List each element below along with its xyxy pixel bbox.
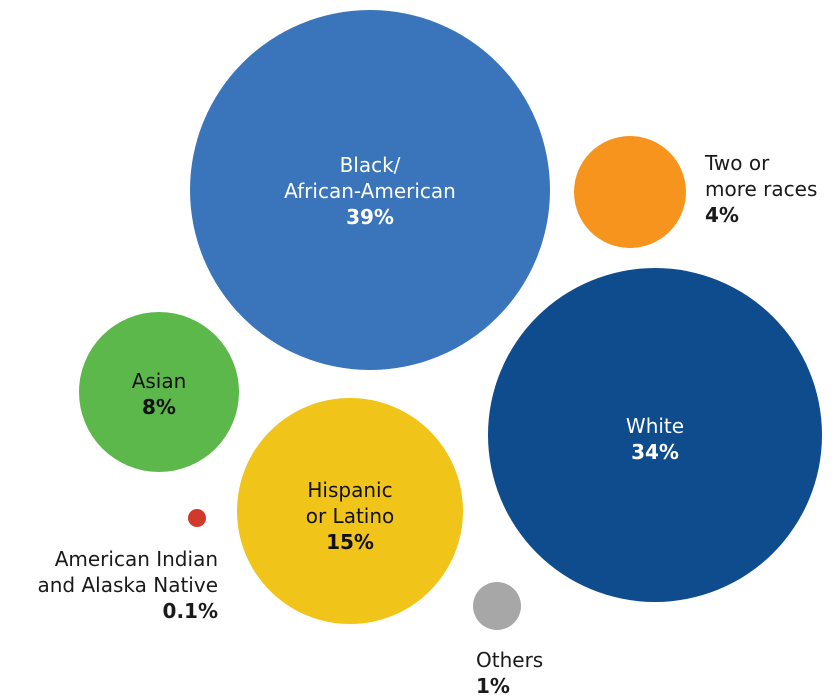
bubble-label-asian-line-1: Asian (132, 369, 187, 393)
bubble-label-others-line-1: Others (476, 648, 543, 672)
bubble-value-others: 1% (476, 674, 510, 696)
bubble-label-american-indian-and-alaska-native-line-1: American Indian (55, 547, 218, 571)
bubble-label-two-or-more-races-line-1: Two or (704, 151, 770, 175)
bubble-label-black-african-american-line-2: African-American (284, 179, 456, 203)
bubble-value-american-indian-and-alaska-native: 0.1% (163, 599, 218, 623)
bubble-value-white: 34% (631, 440, 679, 464)
bubble-black-african-american (190, 10, 550, 370)
bubble-white (488, 268, 822, 602)
bubble-label-white-line-1: White (626, 414, 684, 438)
bubble-asian (79, 312, 239, 472)
bubble-value-black-african-american: 39% (346, 205, 394, 229)
bubble-label-hispanic-or-latino-line-1: Hispanic (307, 478, 392, 502)
bubble-value-hispanic-or-latino: 15% (326, 530, 374, 554)
bubble-hispanic-or-latino (237, 398, 463, 624)
bubble-value-asian: 8% (142, 395, 176, 419)
bubble-two-or-more-races (574, 136, 686, 248)
bubble-value-two-or-more-races: 4% (705, 203, 739, 227)
bubble-others (473, 582, 521, 630)
bubble-label-two-or-more-races-line-2: more races (705, 177, 817, 201)
bubble-label-american-indian-and-alaska-native-line-2: and Alaska Native (38, 573, 219, 597)
bubble-label-hispanic-or-latino-line-2: or Latino (306, 504, 395, 528)
bubble-american-indian-and-alaska-native (188, 509, 206, 527)
bubble-label-black-african-american-line-1: Black/ (340, 153, 401, 177)
